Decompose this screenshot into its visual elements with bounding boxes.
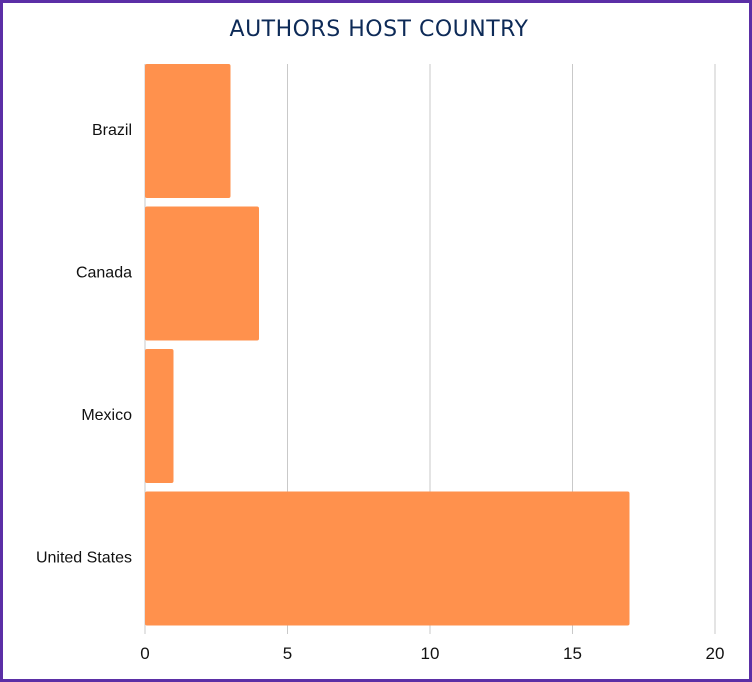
x-tick-label-0: 0 xyxy=(140,644,149,663)
category-label-mexico: Mexico xyxy=(81,407,132,424)
x-tick-label-5: 5 xyxy=(283,644,292,663)
x-tick-label-15: 15 xyxy=(563,644,582,663)
bar-brazil xyxy=(145,64,231,198)
x-tick-label-20: 20 xyxy=(706,644,725,663)
bar-mexico xyxy=(145,349,174,483)
category-label-canada: Canada xyxy=(76,265,132,282)
x-tick-label-10: 10 xyxy=(421,644,440,663)
bar-canada xyxy=(145,206,259,341)
chart-title: AUTHORS HOST COUNTRY xyxy=(229,17,529,42)
category-label-united-states: United States xyxy=(36,550,132,567)
bar-united-states xyxy=(145,491,630,626)
category-label-brazil: Brazil xyxy=(92,122,132,139)
